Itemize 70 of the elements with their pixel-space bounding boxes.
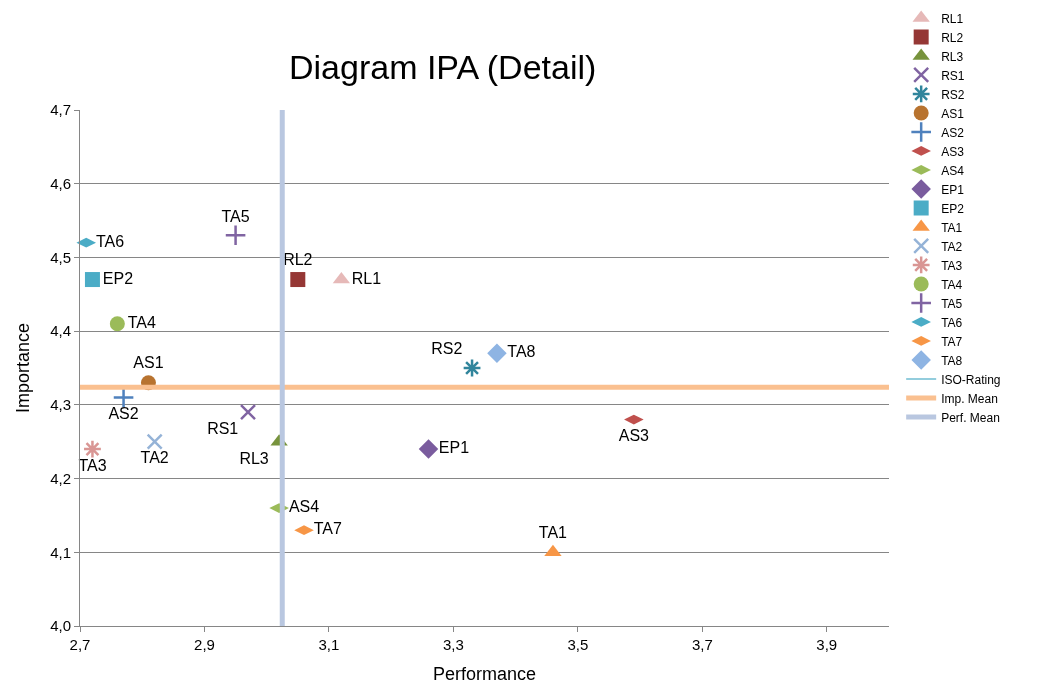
text: TA2 bbox=[140, 449, 169, 467]
x-tick-label: 3,3 bbox=[442, 636, 464, 653]
text: EP1 bbox=[438, 439, 470, 457]
text: RL2 bbox=[283, 251, 313, 269]
text: EP2 bbox=[102, 269, 134, 287]
legend-label: AS1 bbox=[941, 106, 965, 121]
legend-label: RS1 bbox=[941, 68, 965, 83]
y-tick-label: 4,1 bbox=[50, 543, 71, 561]
y-axis-title: Importance bbox=[13, 322, 34, 414]
point bbox=[418, 439, 439, 459]
legend-label: EP1 bbox=[941, 182, 965, 197]
legend-label: TA3 bbox=[941, 258, 963, 273]
x-tick-label: 3,9 bbox=[816, 636, 838, 653]
chart-title: Diagram IPA (Detail) bbox=[289, 47, 597, 86]
x-axis-title: Performance bbox=[432, 664, 537, 685]
text: RL3 bbox=[239, 450, 269, 468]
legend-label: RL3 bbox=[941, 49, 964, 64]
legend-label: TA7 bbox=[941, 334, 963, 349]
legend-label: AS2 bbox=[941, 125, 965, 140]
legend-label: TA5 bbox=[941, 296, 963, 311]
text: TA8 bbox=[507, 343, 536, 361]
text: AS4 bbox=[288, 498, 320, 516]
legend-label: Imp. Mean bbox=[941, 391, 998, 406]
text: RL1 bbox=[351, 269, 382, 287]
point bbox=[239, 403, 257, 421]
point bbox=[146, 433, 163, 450]
text: TA4 bbox=[127, 313, 156, 331]
legend-label: TA4 bbox=[941, 277, 963, 292]
y-tick-label: 4,7 bbox=[50, 101, 71, 119]
point bbox=[290, 272, 306, 288]
y-tick-label: 4,2 bbox=[50, 469, 71, 487]
text: TA7 bbox=[313, 520, 342, 538]
text: AS2 bbox=[108, 405, 139, 423]
x-tick-label: 2,7 bbox=[69, 636, 91, 653]
legend-label: AS3 bbox=[941, 144, 965, 159]
point bbox=[544, 544, 562, 557]
legend-label: TA2 bbox=[941, 239, 963, 254]
y-tick-label: 4,4 bbox=[50, 322, 71, 340]
text: RS2 bbox=[431, 340, 463, 358]
legend-label: RL1 bbox=[941, 11, 964, 26]
y-tick-label: 4,0 bbox=[50, 617, 71, 635]
x-tick-label: 3,1 bbox=[318, 636, 340, 653]
y-tick-label: 4,3 bbox=[50, 396, 71, 414]
y-tick-label: 4,5 bbox=[50, 248, 71, 266]
y-tick-label: 4,6 bbox=[50, 174, 71, 192]
legend-label: TA6 bbox=[941, 315, 963, 330]
legend-label: AS4 bbox=[941, 163, 965, 178]
x-tick-label: 2,9 bbox=[194, 636, 215, 653]
legend-label: EP2 bbox=[941, 201, 965, 216]
point bbox=[487, 343, 507, 364]
x-tick-label: 3,7 bbox=[691, 636, 713, 653]
text: TA5 bbox=[221, 207, 250, 225]
x-tick-label: 3,5 bbox=[567, 636, 589, 653]
legend-label: Perf. Mean bbox=[941, 410, 1000, 425]
text: TA6 bbox=[95, 232, 125, 250]
text: AS3 bbox=[618, 427, 649, 445]
point bbox=[109, 316, 125, 332]
text: TA1 bbox=[538, 523, 568, 541]
point bbox=[84, 272, 100, 288]
text: AS1 bbox=[133, 354, 164, 372]
point bbox=[82, 439, 103, 459]
legend-label: TA1 bbox=[941, 220, 963, 235]
text: TA3 bbox=[78, 456, 107, 474]
point bbox=[224, 224, 247, 247]
legend-label: TA8 bbox=[941, 353, 963, 368]
text: RS1 bbox=[207, 419, 239, 437]
legend-label: ISO-Rating bbox=[941, 372, 1001, 387]
legend-label: RL2 bbox=[941, 30, 964, 45]
legend-label: RS2 bbox=[941, 87, 965, 102]
point bbox=[462, 358, 482, 378]
